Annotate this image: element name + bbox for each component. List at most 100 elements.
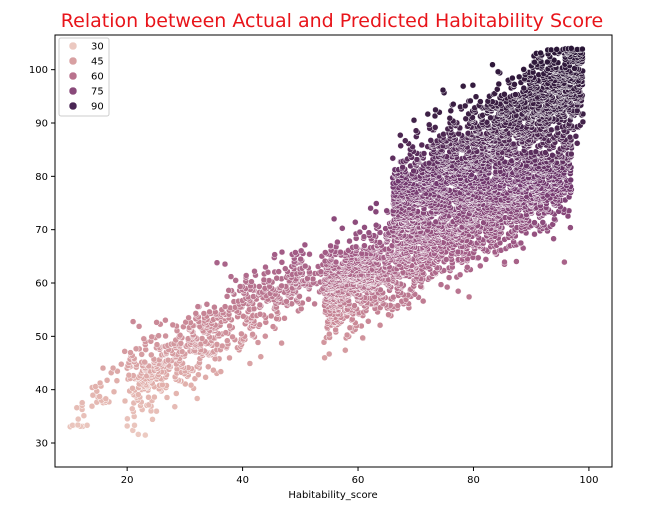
scatter-point bbox=[138, 351, 145, 358]
scatter-point bbox=[501, 258, 508, 266]
scatter-point bbox=[148, 333, 155, 341]
scatter-point bbox=[221, 303, 229, 310]
scatter-point bbox=[153, 407, 160, 415]
scatter-point bbox=[267, 312, 275, 320]
scatter-point bbox=[472, 93, 480, 100]
scatter-point bbox=[359, 334, 366, 342]
scatter-point bbox=[185, 314, 192, 322]
scatter-point bbox=[192, 310, 200, 317]
scatter-point bbox=[256, 311, 264, 318]
scatter-point bbox=[373, 200, 380, 207]
scatter-point bbox=[96, 379, 104, 387]
scatter-point bbox=[227, 273, 235, 280]
scatter-point bbox=[283, 298, 290, 305]
scatter-point bbox=[321, 354, 328, 362]
scatter-point bbox=[113, 377, 121, 384]
scatter-point bbox=[520, 66, 527, 73]
scatter-point bbox=[568, 150, 575, 158]
scatter-point bbox=[256, 301, 264, 309]
scatter-point bbox=[224, 337, 231, 344]
scatter-point bbox=[467, 97, 474, 105]
scatter-point bbox=[202, 374, 209, 381]
scatter-point bbox=[501, 91, 508, 98]
scatter-point bbox=[164, 356, 172, 364]
scatter-point bbox=[278, 339, 285, 347]
scatter-point bbox=[69, 422, 76, 429]
scatter-point bbox=[162, 316, 169, 324]
scatter-point bbox=[445, 274, 453, 281]
scatter-point bbox=[135, 323, 143, 330]
scatter-point bbox=[242, 272, 250, 279]
scatter-point bbox=[155, 332, 162, 339]
scatter-point bbox=[439, 86, 447, 94]
scatter-point bbox=[550, 235, 557, 242]
scatter-point bbox=[225, 287, 232, 294]
scatter-point bbox=[256, 283, 263, 290]
scatter-point bbox=[327, 242, 334, 250]
scatter-point bbox=[109, 364, 117, 372]
scatter-point bbox=[447, 107, 455, 115]
scatter-point bbox=[206, 308, 213, 316]
scatter-point bbox=[346, 324, 354, 332]
scatter-point bbox=[148, 351, 155, 359]
scatter-point bbox=[269, 323, 277, 330]
scatter-point bbox=[532, 148, 540, 155]
scatter-point bbox=[226, 354, 233, 362]
scatter-point bbox=[124, 415, 131, 423]
scatter-point bbox=[194, 303, 202, 310]
scatter-point bbox=[579, 118, 587, 126]
scatter-point bbox=[271, 251, 278, 258]
scatter-point bbox=[365, 318, 372, 325]
scatter-point bbox=[360, 233, 368, 240]
scatter-point bbox=[159, 381, 166, 389]
scatter-point bbox=[249, 331, 256, 338]
scatter-point bbox=[129, 405, 136, 413]
scatter-point bbox=[330, 215, 338, 223]
scatter-point bbox=[397, 142, 404, 150]
scatter-point bbox=[389, 154, 397, 162]
scatter-point bbox=[142, 431, 149, 439]
scatter-point bbox=[566, 133, 574, 141]
scatter-point bbox=[513, 258, 520, 265]
scatter-point bbox=[198, 335, 206, 342]
scatter-point bbox=[229, 333, 236, 341]
scatter-point bbox=[402, 137, 409, 144]
scatter-point bbox=[339, 225, 346, 232]
scatter-point bbox=[278, 282, 285, 290]
scatter-point bbox=[221, 260, 229, 268]
scatter-point bbox=[352, 243, 360, 251]
scatter-point bbox=[372, 208, 380, 216]
scatter-point bbox=[477, 98, 484, 105]
scatter-point bbox=[162, 332, 169, 340]
scatter-point bbox=[573, 140, 581, 147]
scatter-point bbox=[515, 73, 523, 81]
scatter-point bbox=[118, 360, 125, 368]
scatter-point bbox=[260, 276, 268, 284]
scatter-point bbox=[365, 229, 373, 236]
scatter-point bbox=[412, 127, 420, 134]
scatter-point bbox=[226, 322, 233, 330]
scatter-point bbox=[420, 150, 428, 157]
scatter-point bbox=[443, 283, 451, 291]
scatter-point bbox=[437, 281, 445, 288]
scatter-point bbox=[121, 348, 128, 355]
scatter-point bbox=[99, 364, 107, 372]
scatter-point bbox=[531, 219, 538, 226]
scatter-point bbox=[251, 268, 258, 275]
scatter-point bbox=[383, 207, 390, 215]
scatter-point bbox=[352, 218, 359, 226]
scatter-point bbox=[297, 247, 305, 255]
scatter-point bbox=[548, 126, 555, 134]
scatter-point bbox=[418, 141, 426, 149]
scatter-point bbox=[419, 297, 427, 305]
scatter-point bbox=[125, 371, 133, 379]
scatter-point bbox=[361, 224, 368, 231]
scatter-point bbox=[223, 293, 231, 300]
scatter-point bbox=[129, 385, 136, 392]
scatter-point bbox=[475, 254, 482, 262]
scatter-point bbox=[537, 49, 544, 57]
scatter-point bbox=[361, 242, 368, 249]
scatter-point bbox=[121, 397, 129, 405]
scatter-point bbox=[203, 301, 211, 308]
